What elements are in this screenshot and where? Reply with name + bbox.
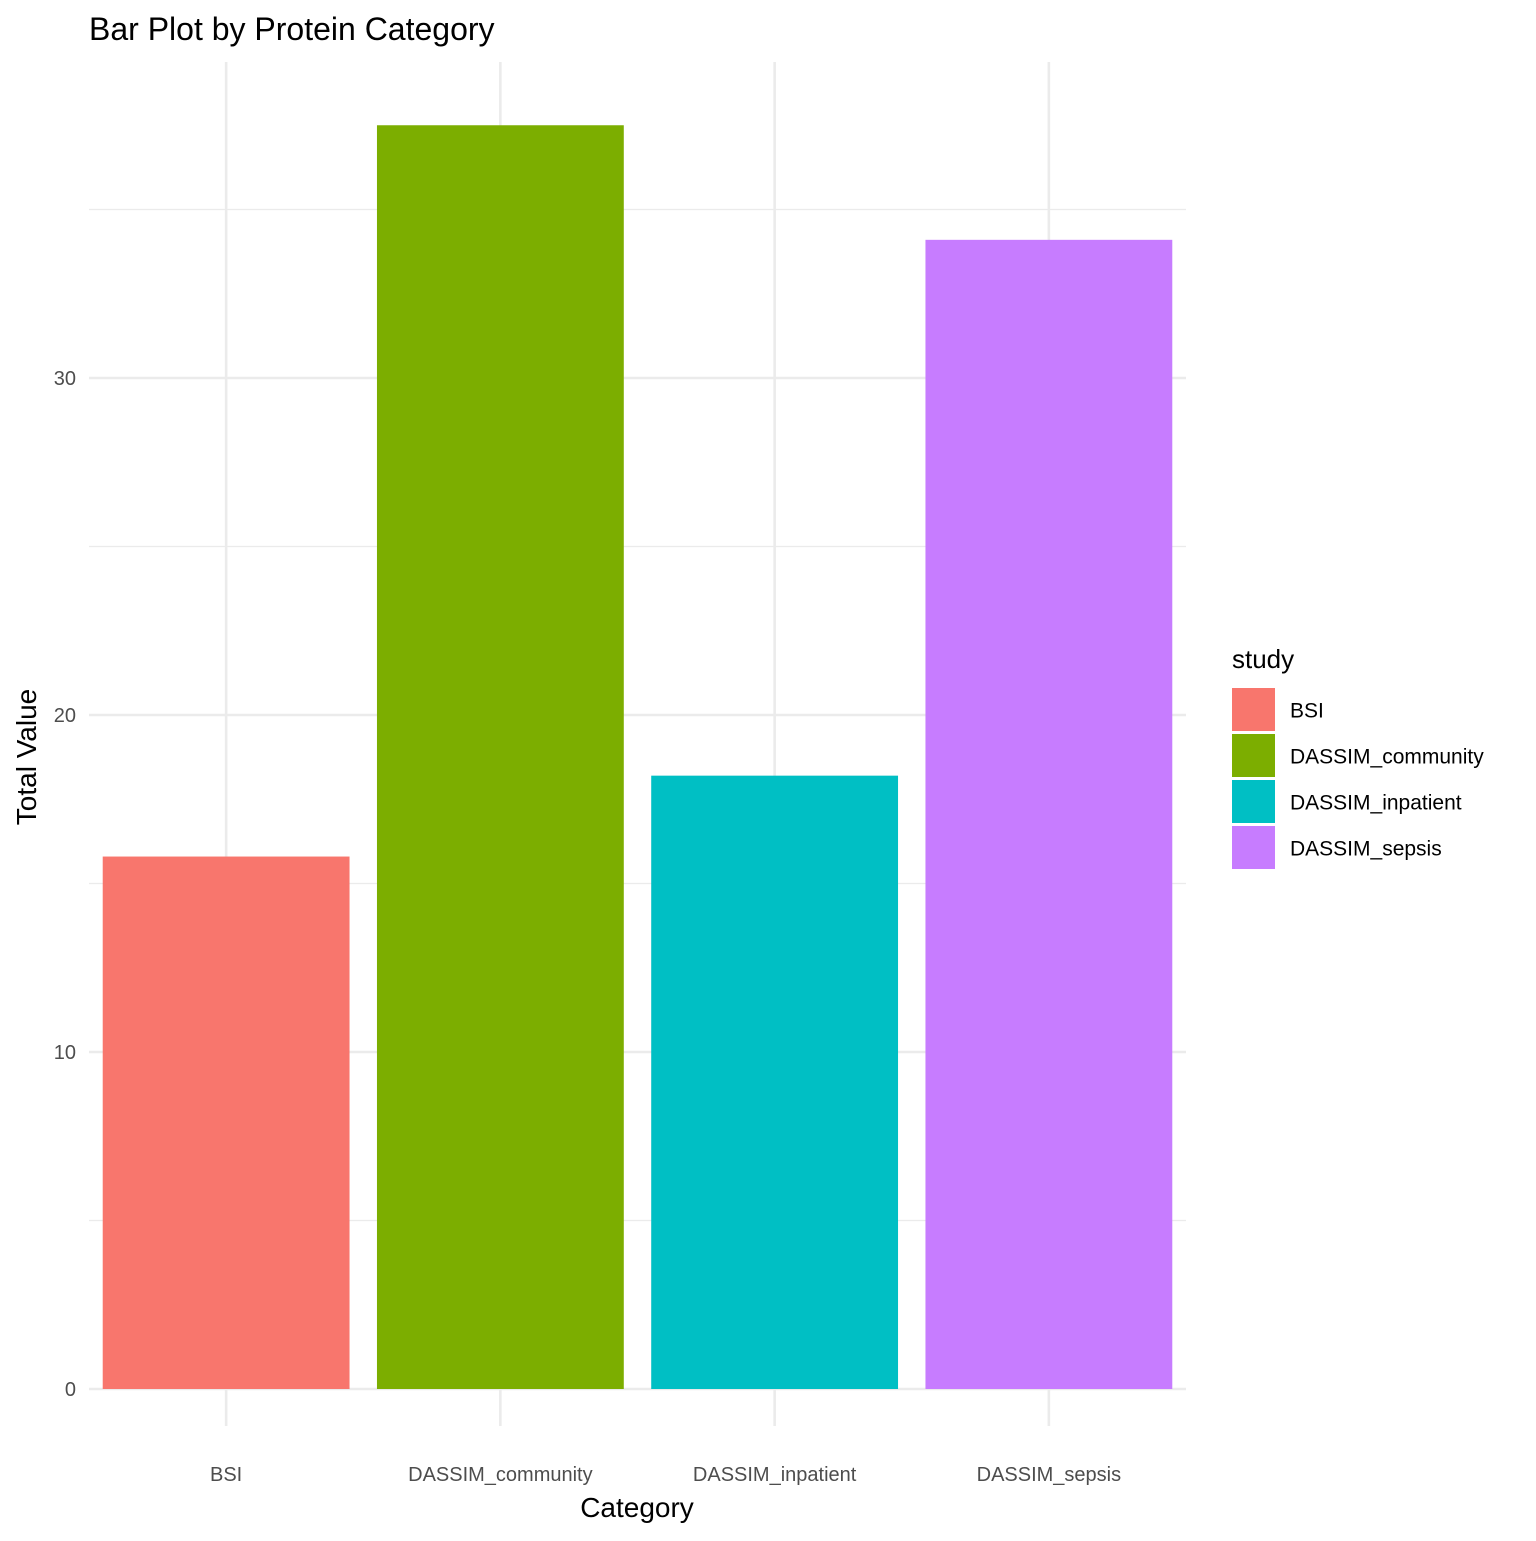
bar-dassim-inpatient [651, 775, 899, 1389]
x-axis-ticks: BSI DASSIM_community DASSIM_inpatient DASSI… [210, 1464, 1121, 1486]
legend-label: BSI [1290, 700, 1324, 723]
legend-key [1232, 780, 1275, 823]
legend-label: DASSIM_sepsis [1290, 838, 1442, 861]
bar-dassim-sepsis [925, 239, 1173, 1390]
y-tick-label: 20 [54, 705, 76, 727]
y-tick-label: 30 [54, 368, 76, 390]
x-tick-label: DASSIM_community [408, 1464, 593, 1486]
y-axis-ticks: 0 10 20 30 [54, 368, 76, 1401]
legend-title: study [1232, 644, 1294, 674]
legend-key [1232, 688, 1275, 731]
legend-key [1232, 826, 1275, 869]
x-axis-title: Category [580, 1492, 694, 1523]
bars [102, 125, 1173, 1390]
bar-dassim-community [376, 125, 624, 1389]
legend-key [1232, 734, 1275, 777]
legend-label: DASSIM_community [1290, 746, 1484, 769]
x-tick-label: BSI [210, 1464, 242, 1486]
x-tick-label: DASSIM_inpatient [693, 1464, 857, 1486]
bar-bsi [102, 856, 350, 1389]
chart-title: Bar Plot by Protein Category [89, 11, 495, 47]
y-tick-label: 0 [65, 1379, 76, 1401]
legend: study BSI DASSIM_community DASSIM_inpatien… [1232, 644, 1484, 869]
legend-label: DASSIM_inpatient [1290, 792, 1462, 815]
y-tick-label: 10 [54, 1042, 76, 1064]
x-tick-label: DASSIM_sepsis [977, 1464, 1122, 1486]
y-axis-title: Total Value [11, 689, 42, 825]
